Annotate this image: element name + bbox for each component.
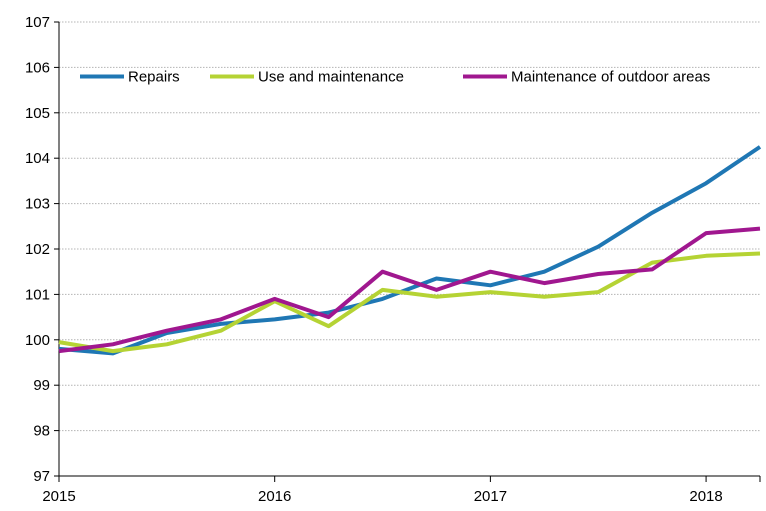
y-tick-label: 107 [25,14,50,31]
legend-label: Maintenance of outdoor areas [511,68,710,85]
series-line-3 [58,226,761,354]
legend-item: Maintenance of outdoor areas [463,68,710,85]
legend-item: Use and maintenance [210,68,404,85]
legend: Repairs Use and maintenance Maintenance of… [80,68,710,85]
y-tick-label: 99 [33,377,50,394]
legend-label: Use and maintenance [258,68,404,85]
x-tick-label: 2015 [42,488,75,505]
x-tick-label: 2016 [258,488,291,505]
y-tick-label: 103 [25,196,50,213]
axis-layer: 97 98 99 100 101 102 103 104 105 106 107 2015 2016 20… [25,14,761,505]
y-tick-label: 106 [25,59,50,76]
y-tick-label: 98 [33,423,50,440]
x-tick-label: 2018 [689,488,722,505]
y-tick-label: 104 [25,150,50,167]
series-line-2 [58,251,761,354]
legend-label: Repairs [128,68,180,85]
series-layer [58,145,762,356]
y-tick-label: 101 [25,286,50,303]
y-tick-label: 102 [25,241,50,258]
y-tick-label: 100 [25,332,50,349]
y-tick-label: 105 [25,105,50,122]
x-tick-label: 2017 [474,488,507,505]
legend-item: Repairs [80,68,180,85]
series-line-1 [58,145,762,356]
y-tick-label: 97 [33,468,50,485]
